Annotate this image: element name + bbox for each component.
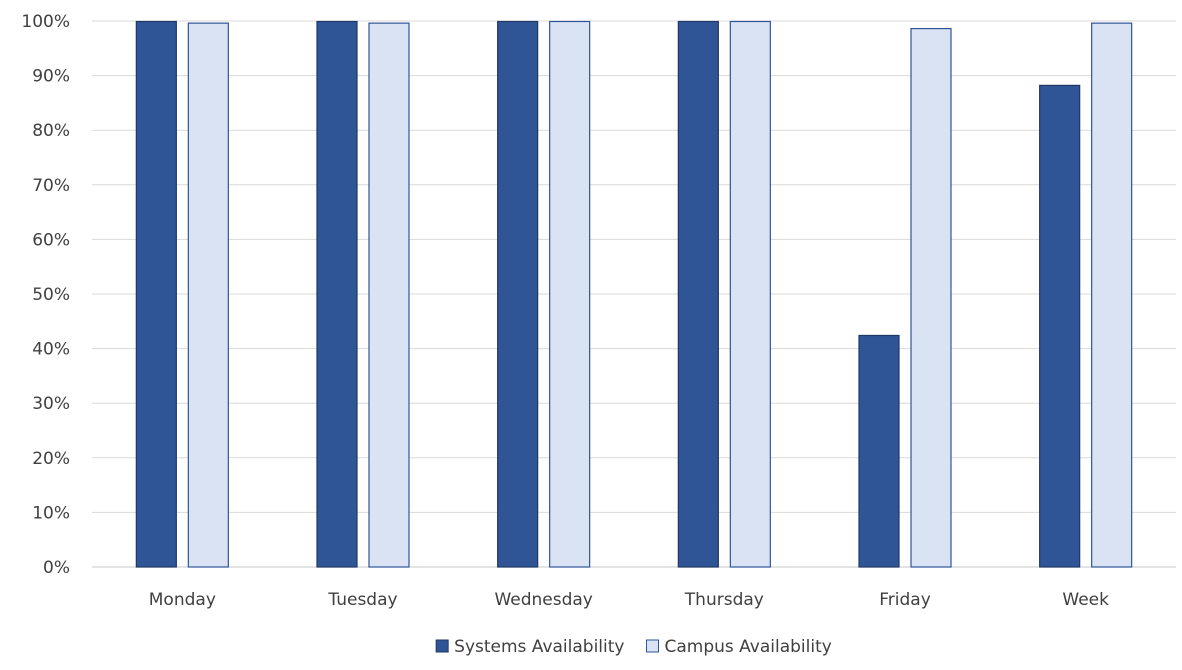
bar-campus-availability-monday <box>187 22 229 568</box>
y-tick-label: 0% <box>43 558 70 578</box>
legend-swatch <box>435 639 449 653</box>
x-tick-label: Monday <box>149 590 216 610</box>
y-tick-label: 70% <box>32 176 70 196</box>
y-tick-label: 50% <box>32 285 70 305</box>
bar-campus-availability-friday <box>910 27 952 568</box>
y-tick-label: 30% <box>32 394 70 414</box>
gridlines <box>92 20 1176 568</box>
y-axis: 0% 10% 20% 30% 40% 50% 60% 70% 80% 90% 100% <box>21 12 70 578</box>
y-tick-label: 90% <box>32 67 70 87</box>
legend-label: Systems Availability <box>454 637 624 657</box>
y-tick-label: 20% <box>32 449 70 469</box>
bar-campus-availability-wednesday <box>549 20 591 568</box>
y-tick-label: 40% <box>32 340 70 360</box>
bar-systems-availability-monday <box>135 20 177 568</box>
legend-label: Campus Availability <box>664 637 831 657</box>
x-tick-label: Week <box>1062 590 1109 610</box>
bar-systems-availability-thursday <box>677 20 719 568</box>
bar-systems-availability-wednesday <box>497 20 539 568</box>
bar-systems-availability-tuesday <box>316 20 358 568</box>
y-tick-label: 100% <box>21 12 70 32</box>
x-tick-label: Wednesday <box>494 590 592 610</box>
y-tick-label: 60% <box>32 230 70 250</box>
bar-systems-availability-friday <box>858 334 900 568</box>
x-axis: Monday Tuesday Wednesday Thursday Friday Week <box>149 590 1109 610</box>
bar-campus-availability-thursday <box>729 20 771 568</box>
bar-campus-availability-tuesday <box>368 22 410 568</box>
legend-item: Systems Availability <box>435 637 624 657</box>
bar-systems-availability-week <box>1039 84 1081 568</box>
legend-swatch <box>645 639 659 653</box>
x-tick-label: Tuesday <box>327 590 397 610</box>
legend-item: Campus Availability <box>645 637 832 657</box>
x-tick-label: Friday <box>879 590 931 610</box>
bars <box>135 20 1133 568</box>
legend: Systems Availability Campus Availability <box>435 637 832 657</box>
y-tick-label: 80% <box>32 121 70 141</box>
bar-campus-availability-week <box>1091 22 1133 568</box>
y-tick-label: 10% <box>32 503 70 523</box>
x-tick-label: Thursday <box>684 590 764 610</box>
